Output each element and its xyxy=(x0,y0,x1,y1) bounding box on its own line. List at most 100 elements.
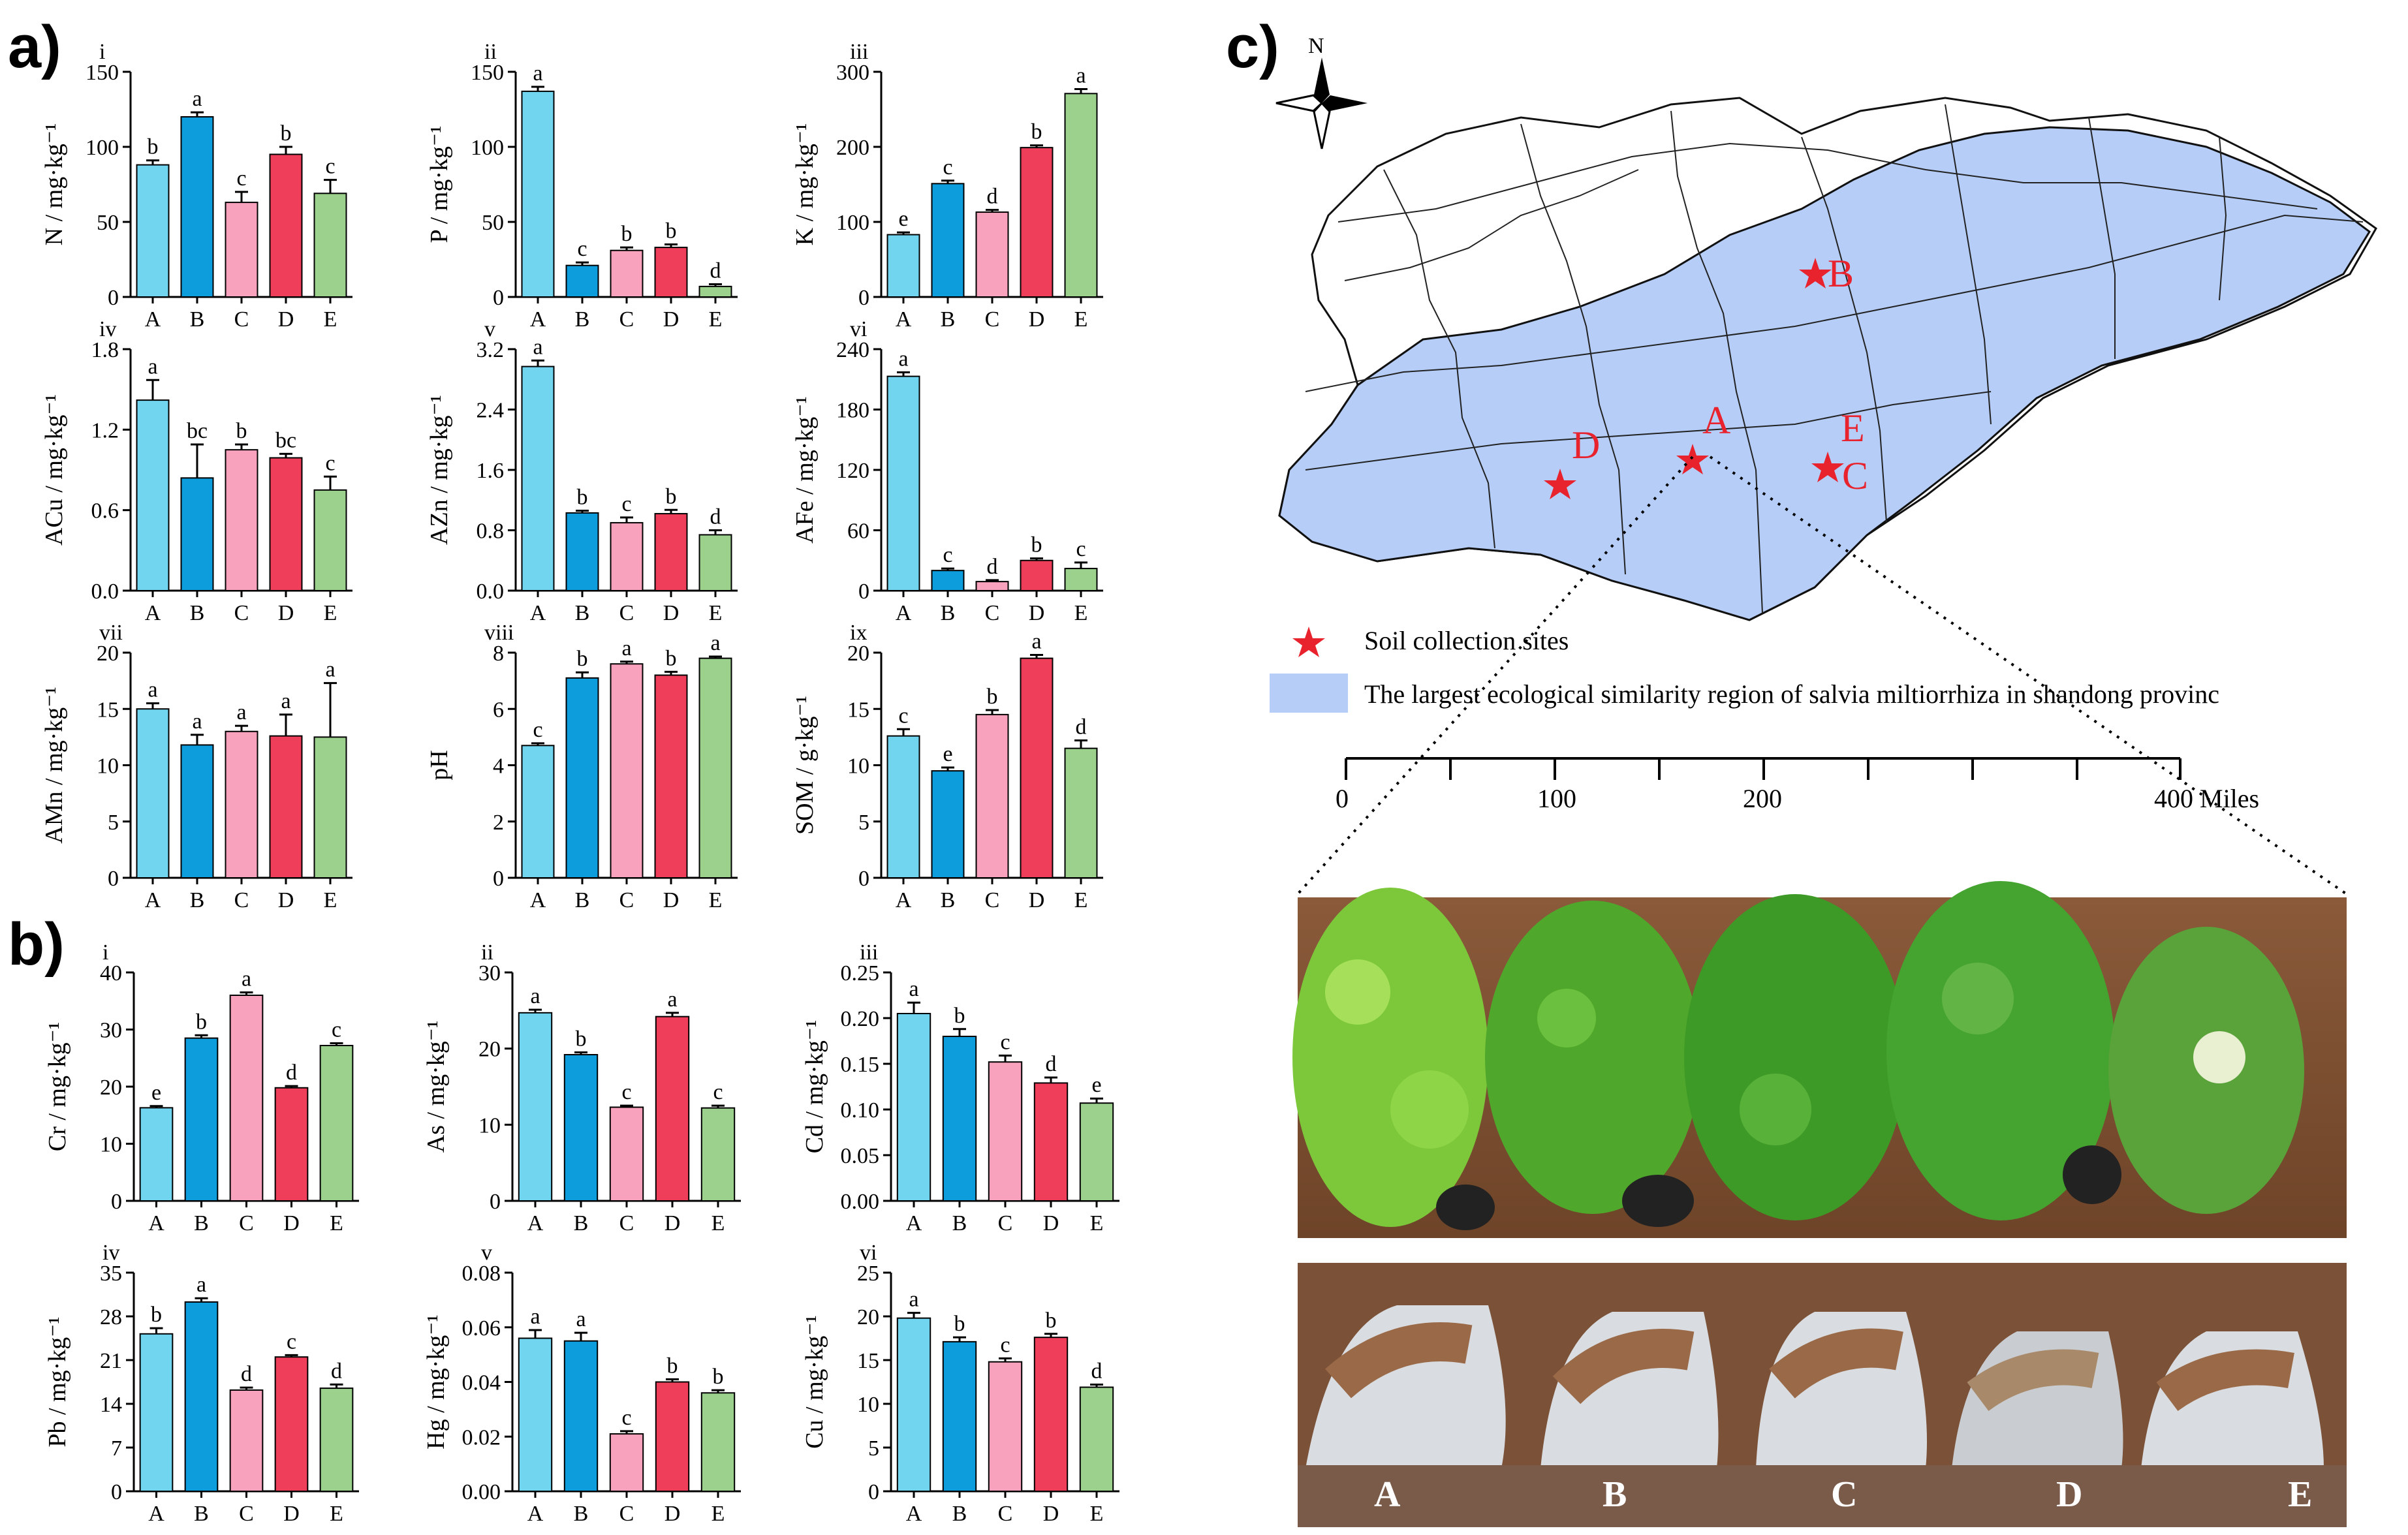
error-bar xyxy=(665,243,678,248)
x-tick-label: C xyxy=(985,601,1000,625)
significance-letter: b xyxy=(1046,1309,1057,1333)
error-bar xyxy=(620,246,633,251)
y-tick-label: 0.08 xyxy=(462,1262,501,1286)
x-tick-label: A xyxy=(530,601,546,625)
scale-bar xyxy=(1345,757,2181,780)
error-bar xyxy=(191,111,204,117)
x-tick-label: A xyxy=(906,1502,922,1526)
x-tick-label: B xyxy=(575,888,590,912)
error-bar xyxy=(285,1354,298,1357)
x-tick-label: D xyxy=(665,1502,681,1526)
error-bar xyxy=(1090,1384,1103,1388)
y-tick-label: 10 xyxy=(478,1113,501,1138)
x-tick-label: B xyxy=(952,1502,967,1526)
error-bar xyxy=(941,567,954,571)
error-bar xyxy=(324,682,337,737)
error-bar xyxy=(620,1104,633,1108)
bar-D xyxy=(654,513,688,591)
y-tick-label: 5 xyxy=(868,1436,879,1461)
significance-letter: b xyxy=(666,219,677,243)
y-axis-label: P / mg·kg⁻¹ xyxy=(426,126,453,243)
significance-letter: d xyxy=(286,1061,297,1085)
y-tick-label: 20 xyxy=(100,1076,122,1100)
error-bar xyxy=(146,379,159,401)
bar-D xyxy=(655,1016,690,1202)
bar-C xyxy=(975,211,1009,298)
y-tick-label: 0.20 xyxy=(841,1007,880,1031)
compass-icon xyxy=(1275,57,1368,149)
error-bar xyxy=(620,516,633,523)
significance-letter: a xyxy=(533,335,542,359)
error-bar xyxy=(240,991,253,995)
significance-letter: b xyxy=(196,1010,207,1034)
significance-letter: b xyxy=(667,1354,678,1378)
y-tick-label: 0.10 xyxy=(841,1098,880,1123)
bar-C xyxy=(975,713,1009,878)
subplot-numeral: vi xyxy=(850,317,867,341)
y-tick-label: 0.02 xyxy=(462,1425,501,1450)
error-bar xyxy=(574,1331,587,1341)
site-label-b: B xyxy=(1828,252,1854,295)
bar-A xyxy=(886,375,920,591)
subplot-numeral: iii xyxy=(850,40,868,64)
y-tick-label: 300 xyxy=(836,61,869,85)
significance-letter: a xyxy=(909,977,918,1001)
significance-letter: d xyxy=(710,505,721,529)
error-bar xyxy=(620,1430,633,1434)
site-star-c xyxy=(1811,452,1844,482)
y-axis-label: AFe / mg·kg⁻¹ xyxy=(791,396,819,544)
site-markers xyxy=(1544,258,1844,499)
error-bar xyxy=(235,443,248,450)
y-tick-label: 15 xyxy=(847,698,869,722)
significance-letter: b xyxy=(576,1027,587,1051)
significance-letter: d xyxy=(710,258,721,283)
y-tick-label: 0 xyxy=(490,1190,501,1214)
y-tick-label: 5 xyxy=(858,811,869,835)
site-star-d xyxy=(1544,469,1576,499)
subplot-numeral: v xyxy=(481,1241,492,1265)
error-bar xyxy=(1074,739,1087,749)
y-tick-label: 15 xyxy=(857,1349,879,1373)
bar-C xyxy=(225,449,258,592)
significance-letter: e xyxy=(943,742,952,766)
y-tick-label: 8 xyxy=(493,642,504,666)
y-axis-label: pH xyxy=(426,750,453,780)
x-tick-label: D xyxy=(1029,601,1045,625)
y-tick-label: 0.8 xyxy=(477,519,505,544)
x-tick-label: A xyxy=(896,307,912,332)
bar-E xyxy=(1079,1102,1114,1202)
bar-A xyxy=(139,1333,174,1493)
significance-letter: d xyxy=(241,1362,252,1386)
significance-letter: c xyxy=(577,237,587,261)
error-bar xyxy=(897,728,910,736)
bar-B xyxy=(565,677,599,878)
significance-letter: e xyxy=(898,207,908,231)
site-label-e: E xyxy=(1841,407,1865,450)
photo-label-c: C xyxy=(1831,1474,1858,1515)
error-bar xyxy=(576,261,589,266)
y-tick-label: 10 xyxy=(100,1133,122,1157)
y-tick-label: 60 xyxy=(847,519,869,544)
y-tick-label: 100 xyxy=(836,211,869,235)
significance-letter: b xyxy=(1031,120,1042,144)
error-bar xyxy=(235,191,248,203)
panel-label-c: c) xyxy=(1226,14,1279,80)
error-bar xyxy=(1030,653,1043,659)
error-bar xyxy=(907,1312,920,1318)
subplot-numeral: v xyxy=(484,317,495,341)
x-tick-label: B xyxy=(190,601,205,625)
site-star-b xyxy=(1799,258,1832,288)
significance-letter: c xyxy=(621,1080,631,1104)
y-tick-label: 35 xyxy=(100,1262,122,1286)
significance-letter: a xyxy=(192,709,202,734)
subplot-numeral: ix xyxy=(850,621,867,645)
x-tick-label: D xyxy=(283,1211,300,1235)
y-tick-label: 180 xyxy=(836,399,869,423)
significance-letter: a xyxy=(710,631,720,655)
subplot-numeral: viii xyxy=(484,621,514,645)
